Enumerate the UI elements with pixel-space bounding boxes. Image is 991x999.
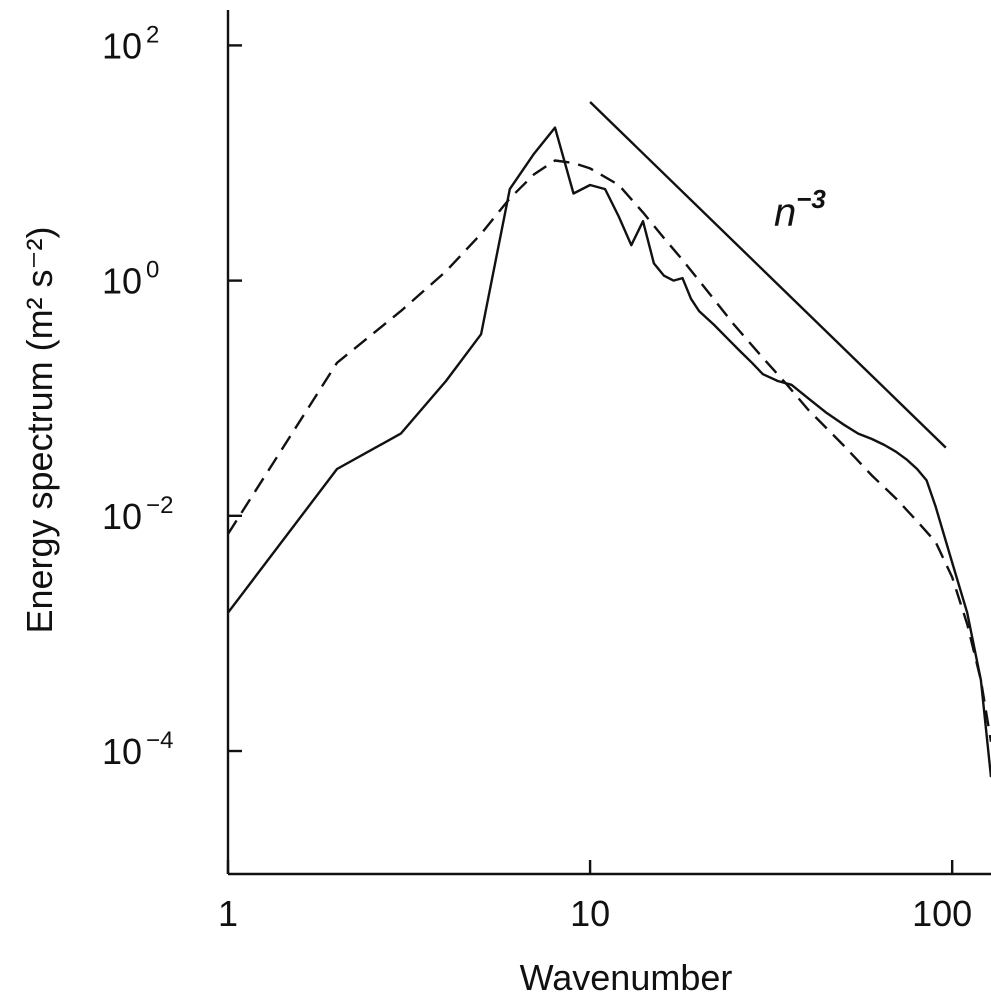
series-line-dashed xyxy=(226,159,991,742)
reference-slope-label: n−3 xyxy=(774,184,826,235)
reference-slope-line xyxy=(589,101,947,449)
x-tick-label: 10 xyxy=(570,893,610,934)
plot-lines xyxy=(226,101,991,778)
reference-label-exponent: −3 xyxy=(796,184,826,214)
axes xyxy=(226,10,991,876)
x-tick-label: 100 xyxy=(912,893,972,934)
y-tick-label: 10 −2 xyxy=(102,492,173,537)
x-axis-ticks: 1 10 100 xyxy=(218,860,972,934)
y-tick-label: 10 −4 xyxy=(102,727,173,772)
reference-label-base: n xyxy=(774,191,796,235)
x-axis-label: Wavenumber xyxy=(520,957,733,998)
series-line-solid xyxy=(227,126,991,778)
y-tick-label: 10 2 xyxy=(102,21,159,66)
y-tick-label: 10 0 xyxy=(102,257,159,302)
x-tick-label: 1 xyxy=(218,893,238,934)
y-axis-label: Energy spectrum (m² s⁻²) xyxy=(19,226,60,633)
reference-annotation: n−3 xyxy=(774,184,826,235)
